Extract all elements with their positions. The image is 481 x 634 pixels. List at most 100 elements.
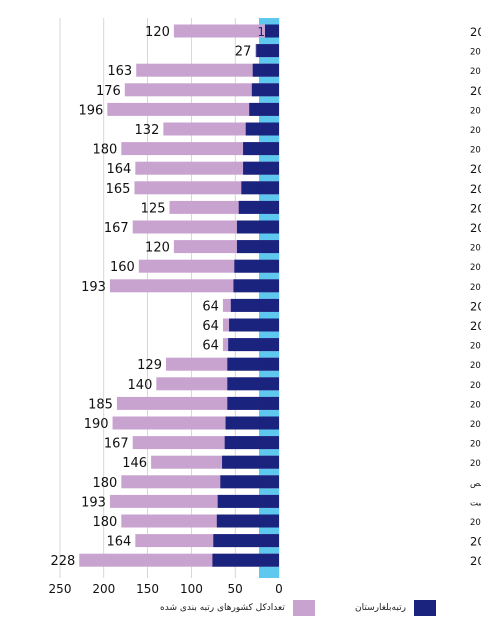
total-bar bbox=[136, 63, 279, 77]
rank-bar bbox=[213, 534, 279, 548]
rank-value-label: 59 bbox=[257, 358, 272, 372]
rank-bar bbox=[238, 200, 279, 214]
rank-value-label: 41 bbox=[257, 162, 272, 176]
x-tick-label: 0 bbox=[275, 582, 283, 596]
rank-bar bbox=[230, 298, 279, 312]
total-value-label: 193 bbox=[81, 280, 106, 295]
category-label: شاخص‌جهانی نوآوری 2023 bbox=[470, 124, 481, 136]
x-tick-label: 200 bbox=[92, 582, 115, 596]
total-value-label: 180 bbox=[92, 476, 117, 491]
rank-bar bbox=[241, 181, 279, 195]
total-value-label: 125 bbox=[141, 201, 166, 216]
total-value-label: 129 bbox=[137, 358, 162, 373]
rank-bar bbox=[249, 102, 279, 116]
rank-bar bbox=[234, 259, 279, 273]
total-value-label: 163 bbox=[107, 64, 132, 79]
rank-bar bbox=[227, 377, 279, 391]
rank-bar bbox=[243, 161, 279, 175]
rank-bar bbox=[236, 220, 279, 234]
rank-value-label: 65 bbox=[257, 456, 272, 470]
legend-rank: رتبه‌بلغارستان bbox=[355, 600, 436, 616]
x-tick-label: 150 bbox=[136, 582, 159, 596]
total-value-label: 160 bbox=[110, 260, 135, 275]
total-value-label: 176 bbox=[96, 84, 121, 99]
rank-bar bbox=[212, 553, 279, 567]
rank-value-label: 61 bbox=[257, 417, 272, 431]
rank-bar bbox=[236, 240, 279, 254]
category-label: شاخص‌دموکراسی 2023 bbox=[470, 440, 481, 450]
total-value-label: 132 bbox=[135, 123, 160, 138]
legend-rank-label: رتبه‌بلغارستان bbox=[355, 603, 406, 613]
category-label: شاخص‌انتقال انرژی 2023 bbox=[470, 244, 481, 254]
category-label: شاخص‌تاب آوری اجتماعی 2023 bbox=[470, 398, 481, 410]
rank-value-label: 34 bbox=[257, 103, 272, 117]
rank-bar bbox=[222, 455, 279, 469]
rank-value-label: 75 bbox=[257, 535, 272, 549]
rank-value-label: 43 bbox=[257, 182, 272, 196]
category-label: رقابت‌جهانی 2023 bbox=[470, 319, 481, 334]
rank-bar bbox=[220, 475, 279, 489]
x-tick-label: 250 bbox=[49, 582, 72, 596]
legend-total-swatch bbox=[292, 600, 315, 616]
rank-bar bbox=[264, 24, 279, 38]
rank-value-label: 59 bbox=[257, 378, 272, 392]
rank-bar bbox=[216, 514, 279, 528]
rank-value-label: 62 bbox=[257, 437, 272, 451]
total-value-label: 140 bbox=[128, 378, 153, 393]
category-label: شاخص‌جذابیت کشور درسرمایه خطرپذیر و سهام… bbox=[470, 201, 481, 216]
rank-value-label: 48 bbox=[257, 241, 272, 255]
rank-value-label: 59 bbox=[257, 397, 272, 411]
total-value-label: 165 bbox=[106, 182, 131, 197]
total-bar bbox=[124, 83, 279, 97]
total-value-label: 190 bbox=[84, 417, 109, 432]
rank-bar bbox=[227, 396, 279, 410]
rank-value-label: 71 bbox=[257, 515, 272, 529]
total-bar bbox=[173, 24, 279, 38]
total-value-label: 185 bbox=[88, 397, 113, 412]
rank-bar bbox=[245, 122, 279, 136]
rank-value-label: 31 bbox=[257, 84, 272, 98]
rank-bar bbox=[224, 436, 279, 450]
rank-value-label: 55 bbox=[257, 299, 272, 313]
rank-value-label: 41 bbox=[257, 143, 272, 157]
category-label: شاخص‌عملکرد لجستیک 2023 bbox=[470, 263, 481, 273]
legend-rank-swatch bbox=[413, 600, 436, 616]
rank-bar bbox=[252, 63, 279, 77]
x-tick-label: 100 bbox=[180, 582, 203, 596]
rank-value-label: 46 bbox=[257, 201, 272, 215]
category-label: شاخص‌حاکمیت قانون 2023 bbox=[470, 381, 481, 391]
total-value-label: 146 bbox=[122, 456, 147, 471]
rank-value-label: 67 bbox=[257, 476, 272, 490]
total-value-label: 228 bbox=[50, 554, 75, 569]
category-label: گزارش‌جهانی شکاف جنسیتی 2023 bbox=[470, 458, 481, 469]
total-value-label: 196 bbox=[78, 103, 103, 118]
rank-bar bbox=[227, 357, 279, 371]
rank-value-label: 16 bbox=[257, 25, 272, 39]
category-label: انجام‌کسب و کار 2020 bbox=[470, 420, 481, 430]
category-label: شاخص‌جهانی شدن 2023 bbox=[470, 106, 481, 116]
total-value-label: 164 bbox=[107, 535, 132, 550]
rank-value-label: 52 bbox=[257, 280, 272, 294]
total-value-label: 164 bbox=[107, 162, 132, 177]
x-tick-label: 50 bbox=[228, 582, 243, 596]
rank-value-label: 30 bbox=[257, 64, 272, 78]
total-value-label: 167 bbox=[104, 221, 129, 236]
category-label: شاخص‌آزادی 2023 bbox=[470, 162, 481, 177]
category-label: رقابت‌جهانی دیجیتال 2023 bbox=[470, 299, 481, 314]
total-value-label: 180 bbox=[92, 515, 117, 530]
total-bar bbox=[121, 142, 279, 156]
legend-total-label: تعدادکل کشورهای رتبه بندی شده bbox=[160, 603, 285, 613]
rank-value-label: 51 bbox=[257, 260, 272, 274]
category-label: صلح‌جهانی 2023 bbox=[470, 67, 481, 77]
total-value-label: 120 bbox=[145, 241, 170, 256]
total-value-label: 180 bbox=[92, 143, 117, 158]
category-label: ادراکات‌فساد 2023 شاخص bbox=[470, 479, 481, 489]
total-value-label: 64 bbox=[202, 319, 219, 334]
total-value-label: 193 bbox=[81, 495, 106, 510]
rank-bar bbox=[251, 83, 279, 97]
